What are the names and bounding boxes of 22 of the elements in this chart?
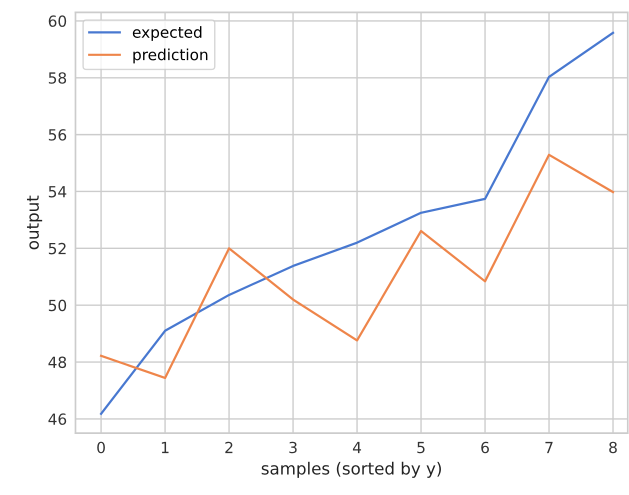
x-tick-label: 4 (352, 442, 362, 454)
x-tick-label: 1 (162, 442, 169, 454)
x-tick-label: 3 (289, 442, 297, 454)
legend-label: expected (132, 26, 202, 41)
y-tick-label: 52 (48, 242, 66, 254)
x-axis-title: samples (sorted by y) (262, 462, 441, 478)
y-tick-label: 50 (48, 300, 66, 312)
x-tick-label: 0 (97, 442, 105, 454)
x-tick-label: 8 (609, 442, 617, 454)
y-tick-label: 54 (48, 186, 66, 198)
y-tick-label: 48 (48, 356, 66, 368)
y-tick-label: 60 (48, 15, 66, 27)
x-tick-label: 6 (481, 442, 489, 454)
legend-label: prediction (133, 48, 208, 64)
x-tick-label: 2 (225, 442, 232, 454)
line-series (100, 154, 614, 380)
y-tick-label: 46 (48, 413, 66, 425)
y-tick-label: 56 (48, 129, 66, 141)
y-tick-label: 58 (48, 72, 66, 84)
x-tick-label: 7 (545, 442, 553, 454)
y-axis-title: output (26, 196, 42, 250)
x-tick-label: 5 (417, 442, 425, 454)
